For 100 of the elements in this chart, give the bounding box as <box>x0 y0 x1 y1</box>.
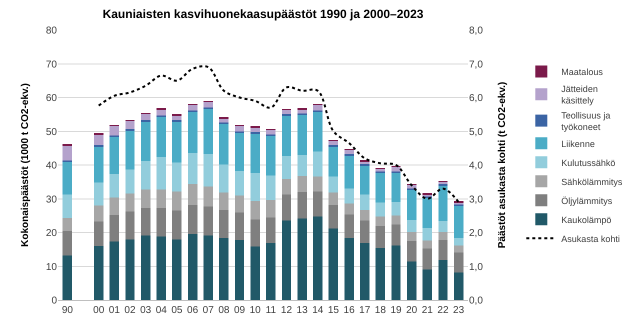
legend-label: Maatalous <box>561 67 604 78</box>
x-tick-label: 15 <box>328 305 340 316</box>
bar <box>360 210 370 220</box>
x-tick-label: 18 <box>374 305 386 316</box>
bar <box>328 146 338 176</box>
bar <box>376 216 386 226</box>
bar <box>156 157 166 190</box>
bar <box>328 140 338 146</box>
y-tick-label: 60 <box>46 93 58 104</box>
bar <box>266 135 276 176</box>
bar <box>297 192 307 218</box>
bar <box>391 172 401 202</box>
x-tick-label: 05 <box>171 305 183 316</box>
x-tick-label: 23 <box>453 305 465 316</box>
x-tick-label: 03 <box>140 305 152 316</box>
y-tick-label: 0 <box>51 296 58 306</box>
x-tick-label: 12 <box>280 305 292 316</box>
bar <box>391 224 401 246</box>
legend-label: Kulutussähkö <box>561 158 616 168</box>
bar <box>406 240 416 262</box>
y-tick-label: 40 <box>46 160 58 172</box>
x-tick-label: 06 <box>187 305 199 316</box>
bar <box>94 222 104 246</box>
bar <box>62 230 72 256</box>
x-tick-label: 17 <box>359 305 371 316</box>
bar <box>406 220 416 232</box>
bar <box>454 245 464 252</box>
x-tick-label: 09 <box>234 305 246 316</box>
bar <box>344 150 354 154</box>
bar <box>125 212 135 240</box>
bar <box>438 240 448 260</box>
bar <box>422 197 432 228</box>
line-series <box>98 65 460 204</box>
bar <box>62 194 72 218</box>
bar <box>188 234 198 300</box>
x-tick-label: 14 <box>312 305 324 316</box>
bar <box>140 236 150 300</box>
bar <box>454 206 464 238</box>
x-tick-label: 20 <box>406 305 418 316</box>
bar <box>94 146 104 183</box>
y2-tick-label: 6,0 <box>469 93 484 104</box>
bar <box>204 108 213 154</box>
bar <box>234 212 244 240</box>
bar <box>62 255 72 300</box>
bar <box>172 210 182 240</box>
x-tick-label: 21 <box>422 305 434 316</box>
bar <box>140 114 150 120</box>
bar <box>344 155 354 189</box>
bar <box>422 228 432 240</box>
x-tick-label: 13 <box>296 305 308 316</box>
bar <box>172 162 182 192</box>
bar <box>422 248 432 270</box>
bar <box>140 189 150 208</box>
bar <box>234 132 244 172</box>
bar <box>438 260 448 300</box>
bar <box>94 182 104 206</box>
bar <box>234 196 244 212</box>
legend-label: Jätteiden käsittely <box>561 84 598 106</box>
bar <box>344 188 354 204</box>
bar <box>313 216 322 300</box>
y-axis-title: Kokonaispäästöt (1000 t CO2-ekv.) <box>20 83 31 247</box>
bar <box>406 190 416 220</box>
bar <box>454 238 464 246</box>
x-tick-label: 16 <box>344 305 356 316</box>
bar <box>406 232 416 241</box>
bar <box>391 202 401 216</box>
bar <box>376 248 386 300</box>
bar <box>360 220 370 243</box>
bar <box>297 218 307 300</box>
bar <box>204 154 213 186</box>
bar <box>344 214 354 238</box>
bar <box>250 173 260 201</box>
chart-title: Kauniaisten kasvihuonekaasupäästöt 1990 ja 2000–2023 <box>102 7 424 22</box>
bar <box>328 205 338 228</box>
bar <box>313 152 322 176</box>
bar <box>156 208 166 237</box>
y-tick-label: 30 <box>46 194 58 206</box>
bar <box>234 240 244 300</box>
bar <box>188 152 198 184</box>
y2-tick-label: 0,0 <box>469 296 484 306</box>
x-tick-label: 10 <box>250 305 262 316</box>
bar <box>62 218 72 231</box>
y2-axis-title: Päästöt asukasta kohti (t CO2-ekv.) <box>496 82 508 248</box>
bar <box>156 109 166 116</box>
bar <box>266 217 276 243</box>
x-tick-label: 19 <box>390 305 402 316</box>
x-tick-label: 01 <box>108 305 120 316</box>
bar <box>188 111 198 153</box>
bar <box>110 174 120 198</box>
bar <box>282 156 292 180</box>
bar <box>94 206 104 222</box>
bar <box>234 171 244 196</box>
x-tick-label: 04 <box>156 305 168 316</box>
y2-tick-label: 4,0 <box>469 160 484 172</box>
bar <box>376 226 386 248</box>
x-tick-label: 90 <box>62 305 74 316</box>
bar <box>110 198 120 215</box>
x-tick-label: 00 <box>93 305 105 316</box>
legend-label: Teollisuus ja työkoneet <box>561 110 610 132</box>
y2-tick-label: 2,0 <box>469 228 484 239</box>
